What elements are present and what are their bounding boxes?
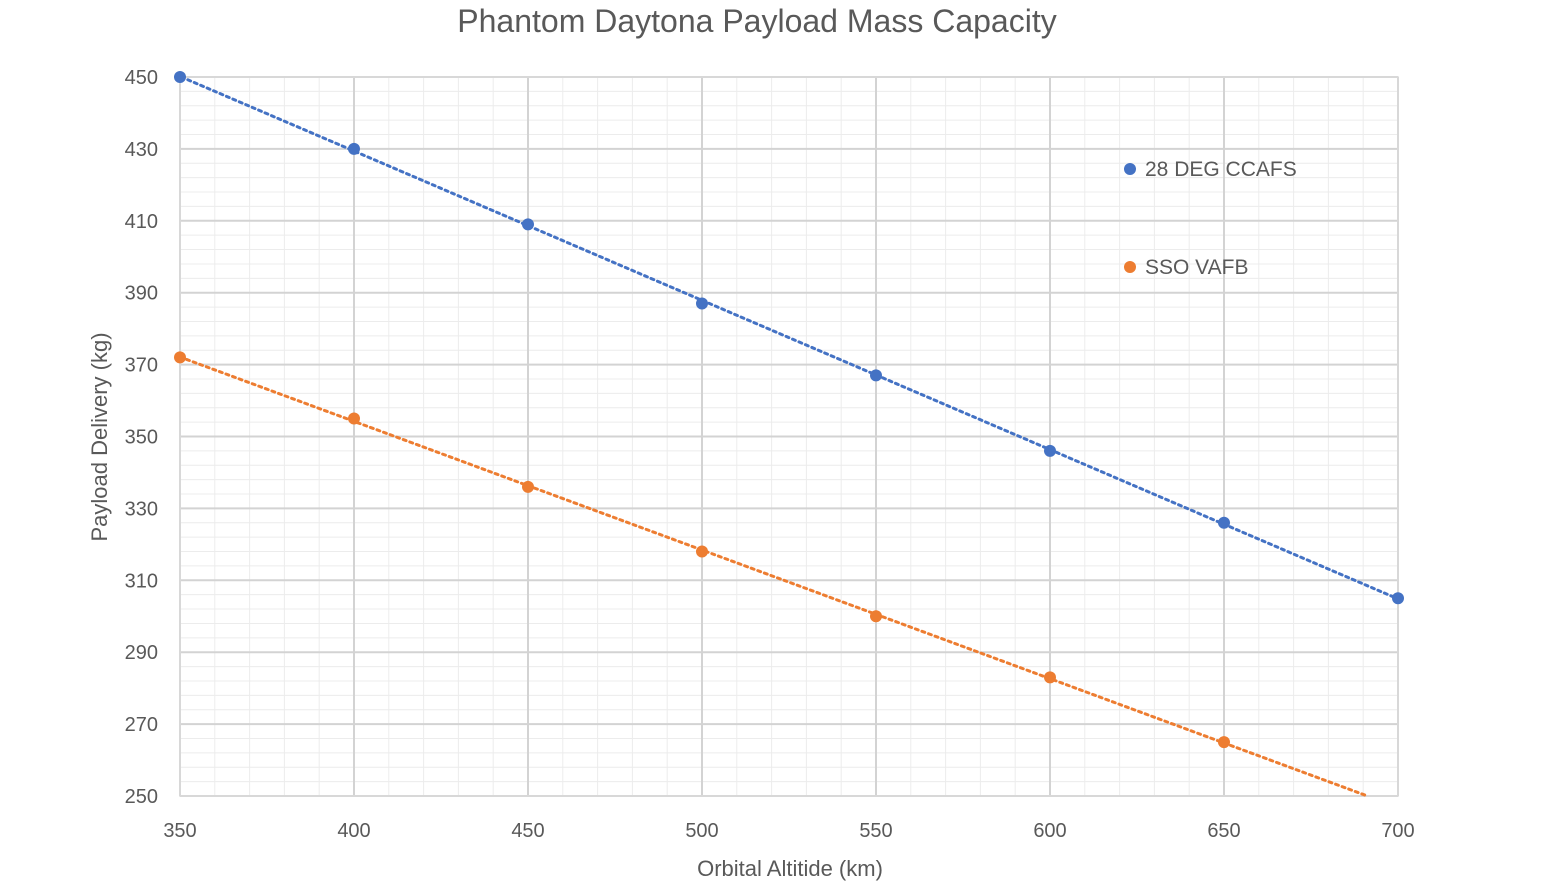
data-point-series-0 [870,369,882,382]
y-axis-title: Payload Delivery (kg) [87,332,112,541]
y-tick-label: 370 [125,355,158,377]
data-point-series-1 [696,545,708,558]
data-point-series-1 [1044,671,1056,684]
data-point-series-0 [1044,444,1056,457]
chart-title: Phantom Daytona Payload Mass Capacity [457,3,1056,39]
data-point-series-0 [696,297,708,310]
data-point-series-1 [174,351,186,364]
trendline-series-0 [179,75,1400,601]
x-tick-label: 600 [1033,820,1066,842]
x-axis-title: Orbital Altitide (km) [697,856,883,881]
legend-marker-28-deg-ccafs [1124,163,1136,175]
x-tick-label: 550 [859,820,892,842]
x-tick-label: 350 [163,820,196,842]
x-axis-ticks: 350 400 450 500 550 600 650 700 [163,820,1414,842]
y-axis-ticks: 250 270 290 310 330 350 370 390 410 430 450 [125,67,158,808]
major-grid [179,76,1399,797]
trendlines [178,75,1400,798]
data-point-series-1 [870,610,882,623]
data-point-series-0 [174,71,186,83]
y-tick-label: 270 [125,714,158,736]
y-tick-label: 330 [125,498,158,520]
plot-area-border [179,76,1399,797]
y-tick-label: 290 [125,642,158,664]
data-point-series-0 [1392,592,1404,605]
x-tick-label: 450 [511,820,544,842]
y-tick-label: 250 [125,786,158,808]
data-point-series-1 [522,480,534,493]
legend-label-28-deg-ccafs: 28 DEG CCAFS [1145,158,1297,181]
y-tick-label: 410 [125,211,158,233]
data-point-series-1 [1218,736,1230,749]
x-tick-label: 700 [1381,820,1414,842]
data-point-series-0 [522,218,534,231]
trendline-series-1 [178,355,1369,798]
y-tick-label: 350 [125,427,158,449]
data-point-series-1 [348,412,360,425]
x-tick-label: 400 [337,820,370,842]
y-tick-label: 430 [125,139,158,161]
legend: 28 DEG CCAFS SSO VAFB [1124,158,1297,279]
y-tick-label: 310 [125,570,158,592]
y-tick-label: 450 [125,67,158,89]
data-points [174,71,1404,749]
y-tick-label: 390 [125,283,158,305]
data-point-series-0 [1218,516,1230,529]
legend-label-sso-vafb: SSO VAFB [1145,256,1248,279]
x-tick-label: 500 [685,820,718,842]
legend-marker-sso-vafb [1124,261,1136,273]
x-tick-label: 650 [1207,820,1240,842]
data-point-series-0 [348,142,360,155]
